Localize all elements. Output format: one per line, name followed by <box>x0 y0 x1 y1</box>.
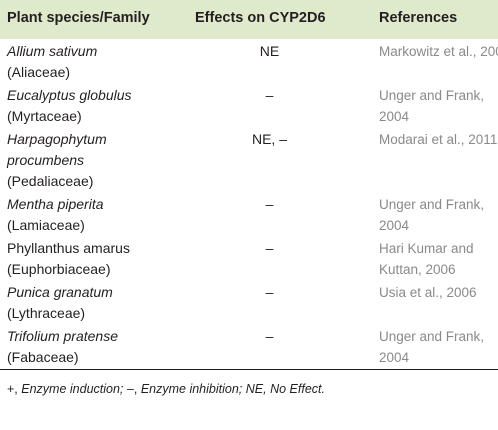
reference: Modarai et al., 2011 <box>379 132 498 147</box>
footnote-symbol: +, <box>7 382 18 396</box>
effect: – <box>265 240 274 256</box>
row: Punica granatum (Lythraceae) – Usia et al… <box>0 280 498 324</box>
footnote: +, Enzyme induction; –, Enzyme inhibitio… <box>0 370 498 396</box>
species: Phyllanthus amarus <box>7 240 130 256</box>
header-cell: References <box>379 0 498 39</box>
effect: NE, – <box>251 131 287 147</box>
row: Mentha piperita (Lamiaceae) – Unger and F… <box>0 192 498 236</box>
effect: NE <box>259 43 280 59</box>
family: (Euphorbiaceae) <box>7 261 111 277</box>
effect: – <box>265 196 274 212</box>
footnote-text: Enzyme induction; <box>21 382 124 396</box>
row: Harpagophytum procumbens (Pedaliaceae) NE… <box>0 127 498 192</box>
row: Trifolium pratense (Fabaceae) – Unger and… <box>0 324 498 370</box>
species-cell: Phyllanthus amarus (Euphorbiaceae) <box>0 236 182 280</box>
family: (Lythraceae) <box>7 305 86 321</box>
species-cell: Punica granatum (Lythraceae) <box>0 280 182 324</box>
table: Plant species/Family Effects on CYP2D6 R… <box>0 0 498 370</box>
species-cell: Mentha piperita (Lamiaceae) <box>0 192 182 236</box>
footnote-text: No Effect. <box>270 382 325 396</box>
species-cell: Allium sativum (Aliaceae) <box>0 39 182 83</box>
species: Punica granatum <box>7 284 113 300</box>
species: Mentha piperita <box>7 196 104 212</box>
species-cell: Harpagophytum procumbens (Pedaliaceae) <box>0 127 182 192</box>
header-row: Plant species/Family Effects on CYP2D6 R… <box>0 0 498 39</box>
header-cell: Effects on CYP2D6 <box>182 0 379 39</box>
species-cell: Trifolium pratense (Fabaceae) <box>0 324 182 370</box>
reference: Usia et al., 2006 <box>379 285 477 300</box>
species: Eucalyptus globulus <box>7 87 132 103</box>
footnote-text: Enzyme inhibition; <box>140 382 243 396</box>
family: (Fabaceae) <box>7 349 79 365</box>
header-cell: Plant species/Family <box>0 0 182 39</box>
row: Phyllanthus amarus (Euphorbiaceae) – Hari… <box>0 236 498 280</box>
reference: Unger and Frank, 2004 <box>379 88 485 124</box>
effect: – <box>265 284 274 300</box>
family: (Lamiaceae) <box>7 217 85 233</box>
effect: – <box>265 87 274 103</box>
row: Eucalyptus globulus (Myrtaceae) – Unger a… <box>0 83 498 127</box>
species-cell: Eucalyptus globulus (Myrtaceae) <box>0 83 182 127</box>
effect: – <box>182 324 379 370</box>
row: Allium sativum (Aliaceae) NE Markowitz et… <box>0 39 498 83</box>
species: Allium sativum <box>7 43 98 59</box>
reference: Markowitz et al., 2003 <box>379 44 498 59</box>
family: (Myrtaceae) <box>7 108 82 124</box>
family: (Pedaliaceae) <box>7 173 94 189</box>
footnote-symbol: NE, <box>245 382 267 396</box>
footnote-symbol: –, <box>126 382 138 396</box>
reference: Unger and Frank, 2004 <box>379 324 498 370</box>
reference: Hari Kumar and Kuttan, 2006 <box>379 241 474 277</box>
family: (Aliaceae) <box>7 64 71 80</box>
species: Harpagophytum procumbens <box>7 131 107 168</box>
species: Trifolium pratense <box>7 328 119 344</box>
reference: Unger and Frank, 2004 <box>379 197 485 233</box>
